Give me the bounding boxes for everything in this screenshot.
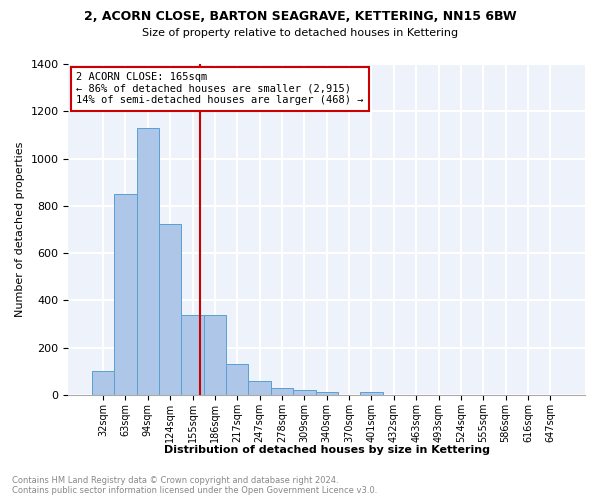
Text: 2, ACORN CLOSE, BARTON SEAGRAVE, KETTERING, NN15 6BW: 2, ACORN CLOSE, BARTON SEAGRAVE, KETTERI…	[83, 10, 517, 23]
Y-axis label: Number of detached properties: Number of detached properties	[15, 142, 25, 317]
Bar	[137, 128, 159, 395]
Text: 2 ACORN CLOSE: 165sqm
← 86% of detached houses are smaller (2,915)
14% of semi-d: 2 ACORN CLOSE: 165sqm ← 86% of detached …	[76, 72, 364, 106]
Bar	[204, 314, 226, 395]
Bar	[360, 392, 383, 395]
Bar	[181, 314, 204, 395]
Bar	[114, 194, 137, 395]
Bar	[316, 392, 338, 395]
Bar	[248, 381, 271, 395]
X-axis label: Distribution of detached houses by size in Kettering: Distribution of detached houses by size …	[164, 445, 490, 455]
Text: Contains HM Land Registry data © Crown copyright and database right 2024.
Contai: Contains HM Land Registry data © Crown c…	[12, 476, 377, 495]
Bar	[293, 390, 316, 395]
Bar	[92, 372, 114, 395]
Text: Size of property relative to detached houses in Kettering: Size of property relative to detached ho…	[142, 28, 458, 38]
Bar	[226, 364, 248, 395]
Bar	[159, 224, 181, 395]
Bar	[271, 388, 293, 395]
